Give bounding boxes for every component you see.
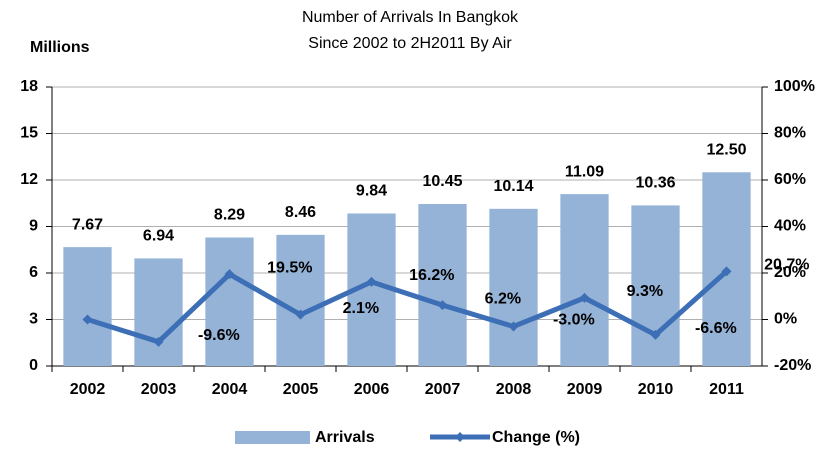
bar-value-label: 8.46 (285, 204, 316, 221)
line-marker (224, 269, 235, 280)
bar-value-label: 8.29 (214, 207, 245, 224)
line-value-label: -6.6% (695, 320, 737, 337)
line-value-label: 2.1% (343, 300, 379, 317)
bar-value-label: 10.45 (422, 173, 462, 190)
line-marker (366, 276, 377, 287)
chart-title: Number of Arrivals In Bangkok (302, 9, 519, 26)
x-tick-label: 2005 (283, 381, 319, 398)
bar (63, 247, 112, 366)
x-tick-label: 2010 (638, 381, 674, 398)
line-value-label: 9.3% (627, 283, 663, 300)
legend-swatch (235, 431, 310, 444)
line-marker (295, 309, 306, 320)
y2-tick-label: 60% (774, 171, 806, 188)
y-tick-label: 9 (29, 218, 38, 235)
x-tick-label: 2002 (70, 381, 106, 398)
bar (276, 234, 325, 366)
bar (205, 237, 254, 366)
line-value-label: -3.0% (553, 312, 595, 329)
y2-tick-label: 40% (774, 218, 806, 235)
y-tick-label: 6 (29, 264, 38, 281)
y2-tick-label: 100% (774, 78, 815, 95)
line-marker (650, 329, 661, 340)
legend-marker (455, 432, 465, 442)
bar (489, 208, 538, 366)
x-tick-label: 2004 (212, 381, 248, 398)
y-tick-label: 3 (29, 311, 38, 328)
change-line (86, 269, 729, 345)
x-tick-label: 2006 (354, 381, 390, 398)
y-axis-title: Millions (30, 39, 90, 56)
y-tick-label: 12 (20, 171, 38, 188)
line-value-label: 19.5% (267, 259, 312, 276)
bar (418, 204, 467, 366)
legend-label: Arrivals (315, 429, 375, 446)
line-marker (721, 266, 732, 277)
bar-value-label: 11.09 (565, 163, 604, 180)
legend-label: Change (%) (492, 429, 580, 446)
bar-value-label: 7.67 (72, 216, 103, 233)
x-tick-label: 2008 (496, 381, 532, 398)
y2-tick-label: 80% (774, 125, 806, 142)
bar-value-label: 6.94 (143, 228, 174, 245)
chart-subtitle: Since 2002 to 2H2011 By Air (308, 35, 512, 52)
y-tick-label: 15 (20, 125, 38, 142)
x-tick-label: 2009 (567, 381, 603, 398)
bar-value-label: 10.36 (635, 175, 675, 192)
line-marker (508, 321, 519, 332)
bar (134, 258, 183, 366)
line-marker (153, 336, 164, 347)
y2-tick-label: 0% (774, 311, 797, 328)
y2-tick-label: -20% (774, 357, 811, 374)
bar-value-label: 10.14 (493, 178, 533, 195)
line-value-label: 6.2% (485, 290, 521, 307)
bar-value-label: 12.50 (706, 141, 746, 158)
line-value-label: 20.7% (764, 257, 809, 274)
y-tick-label: 18 (20, 78, 38, 95)
bar-value-label: 9.84 (356, 183, 387, 200)
line-marker (82, 314, 93, 325)
x-tick-label: 2011 (709, 381, 744, 398)
y-tick-label: 0 (29, 357, 38, 374)
x-tick-label: 2003 (141, 381, 177, 398)
line-marker (579, 292, 590, 303)
bar (560, 194, 609, 366)
line-value-label: 16.2% (409, 267, 454, 284)
x-tick-label: 2007 (425, 381, 461, 398)
y2-tick-label: 20% (774, 264, 806, 281)
line-marker (437, 300, 448, 311)
line-value-label: -9.6% (198, 327, 240, 344)
